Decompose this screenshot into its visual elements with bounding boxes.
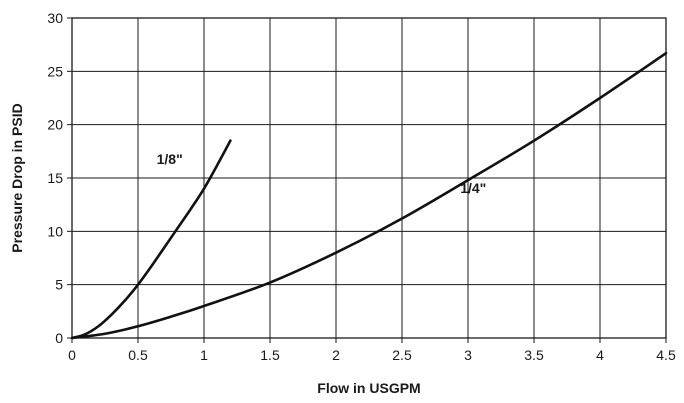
x-tick-label: 3.5	[524, 347, 544, 363]
x-tick-label: 0	[68, 347, 76, 363]
y-axis-title: Pressure Drop in PSID	[9, 103, 25, 252]
y-tick-label: 15	[47, 170, 63, 186]
x-tick-label: 4.5	[656, 347, 676, 363]
x-tick-label: 2.5	[392, 347, 412, 363]
y-tick-label: 20	[47, 117, 63, 133]
x-tick-label: 1.5	[260, 347, 280, 363]
x-axis-title: Flow in USGPM	[317, 380, 420, 396]
x-tick-label: 1	[200, 347, 208, 363]
y-tick-label: 10	[47, 223, 63, 239]
series	[70, 51, 668, 340]
series-line-1	[70, 51, 668, 340]
y-tick-label: 30	[47, 10, 63, 26]
y-tick-label: 5	[55, 277, 63, 293]
x-tick-label: 3	[464, 347, 472, 363]
x-tick-label: 0.5	[128, 347, 148, 363]
x-tick-label: 4	[596, 347, 604, 363]
x-tick-label: 2	[332, 347, 340, 363]
grid	[71, 17, 667, 339]
y-tick-label: 0	[55, 330, 63, 346]
series-label: 1/4"	[460, 180, 486, 196]
y-axis-ticks: 0 5 10 15 20 25 30	[47, 10, 72, 346]
y-tick-label: 25	[47, 63, 63, 79]
series-label: 1/8"	[157, 151, 183, 167]
x-axis-ticks: 0 0.5 1 1.5 2 2.5 3 3.5 4 4.5	[68, 338, 676, 363]
series-labels: 1/8" 1/4"	[157, 151, 487, 196]
series-line-0	[70, 139, 232, 340]
